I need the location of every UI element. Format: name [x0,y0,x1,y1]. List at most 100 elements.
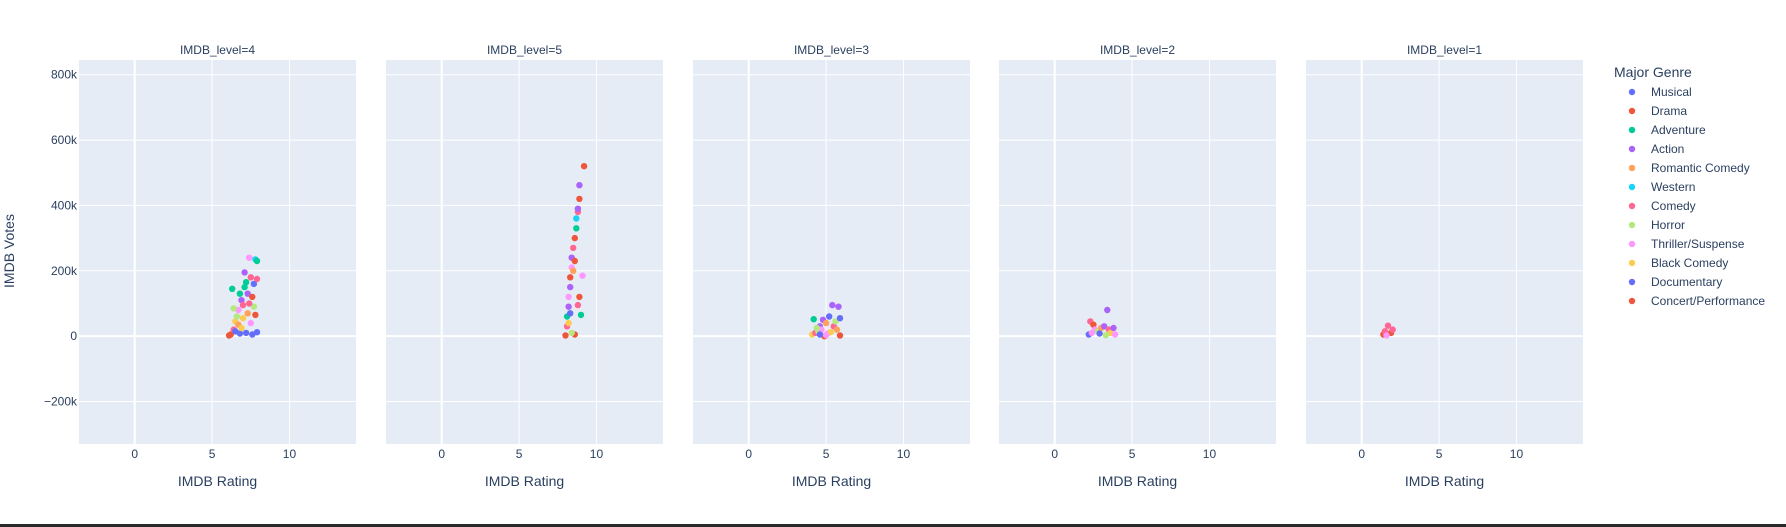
data-point[interactable] [567,274,574,281]
data-point[interactable] [247,274,254,281]
data-point[interactable] [246,300,253,307]
legend-item[interactable]: Documentary [1628,275,1723,289]
data-point[interactable] [832,318,839,325]
data-point[interactable] [571,234,578,242]
data-point[interactable] [836,315,844,322]
data-point[interactable] [247,319,254,327]
data-point[interactable] [565,303,572,310]
facet-panel: IMDB_level=5 0 5 10 IMDB Rating [386,43,663,489]
data-point[interactable] [570,267,577,274]
legend-item[interactable]: Concert/Performance [1628,294,1766,308]
data-point[interactable] [576,195,583,203]
facet-panel: IMDB_level=2 0 5 10 IMDB Rating [999,43,1276,489]
data-point[interactable] [562,332,569,339]
legend-item[interactable]: Black Comedy [1628,256,1729,270]
data-point[interactable] [1090,321,1097,328]
data-point[interactable] [253,329,261,336]
data-point[interactable] [253,275,261,283]
data-point[interactable] [570,244,577,252]
data-point[interactable] [833,326,841,333]
legend-item[interactable]: Thriller/Suspense [1628,237,1745,251]
legend-item[interactable]: Comedy [1628,199,1696,213]
data-point[interactable] [244,310,251,317]
data-point[interactable] [829,301,836,309]
data-point[interactable] [1102,332,1110,339]
data-point[interactable] [225,332,233,339]
data-point[interactable] [1384,322,1392,329]
legend-label: Horror [1651,218,1685,232]
data-point[interactable] [233,313,240,320]
data-point[interactable] [236,290,244,297]
y-tick-label: −200k [44,395,78,409]
data-point[interactable] [229,285,236,292]
data-point[interactable] [567,283,574,291]
x-tick-label: 5 [209,447,216,461]
data-point[interactable] [239,301,247,309]
data-point[interactable] [239,315,247,322]
data-point[interactable] [571,257,578,265]
data-point[interactable] [810,316,817,323]
data-point[interactable] [241,269,248,276]
legend-label: Thriller/Suspense [1651,237,1745,251]
data-point[interactable] [252,311,259,319]
facet-panels: IMDB_level=4 0 5 10 IMDB Rating −200k 0 200k 400… [44,43,1583,489]
data-point[interactable] [565,293,572,301]
data-point[interactable] [250,303,258,310]
data-point[interactable] [576,182,583,189]
data-point[interactable] [1389,326,1396,333]
data-point[interactable] [835,303,842,310]
data-point[interactable] [1101,323,1108,330]
legend[interactable]: Major Genre Musical Drama Adventure Action Ro… [1614,64,1765,308]
data-point[interactable] [579,272,586,279]
data-point[interactable] [567,310,574,317]
data-point[interactable] [813,324,820,332]
legend-label: Action [1651,142,1684,156]
data-point[interactable] [573,225,580,232]
data-point[interactable] [241,283,248,291]
data-point[interactable] [1096,330,1103,337]
data-point[interactable] [246,254,253,261]
legend-item[interactable]: Musical [1628,85,1692,99]
data-point[interactable] [576,293,583,301]
data-point[interactable] [242,329,250,337]
data-point[interactable] [253,257,261,265]
data-point[interactable] [250,280,258,288]
legend-item[interactable]: Action [1628,142,1685,156]
data-point[interactable] [236,330,244,337]
legend-item[interactable]: Romantic Comedy [1628,161,1750,175]
data-point[interactable] [574,205,582,212]
data-point[interactable] [230,305,237,312]
data-point[interactable] [1104,306,1111,314]
data-point[interactable] [822,319,830,327]
plot-background [1306,60,1583,444]
x-tick-label: 10 [1203,447,1217,461]
data-point[interactable] [827,329,834,336]
data-point[interactable] [822,332,830,339]
data-point[interactable] [573,215,580,222]
window-bottom-edge [0,524,1786,527]
data-point[interactable] [1383,332,1390,339]
data-point[interactable] [238,297,245,304]
data-point[interactable] [242,279,250,286]
legend-item[interactable]: Adventure [1628,123,1706,137]
legend-item[interactable]: Drama [1628,104,1688,118]
data-point[interactable] [836,332,844,339]
data-point[interactable] [238,324,245,332]
legend-item[interactable]: Horror [1628,218,1685,232]
data-point[interactable] [249,293,256,301]
data-point[interactable] [574,301,582,309]
legend-item[interactable]: Western [1628,180,1696,194]
y-tick-label: 400k [51,198,78,212]
data-point[interactable] [580,163,588,170]
data-point[interactable] [816,331,824,338]
data-point[interactable] [1111,331,1119,338]
data-point[interactable] [565,319,572,327]
data-point[interactable] [826,313,833,320]
data-point[interactable] [568,329,575,337]
data-point[interactable] [244,290,251,297]
facet-title: IMDB_level=4 [180,43,255,57]
data-point[interactable] [1088,329,1096,337]
data-point[interactable] [577,311,585,319]
data-point[interactable] [1110,324,1117,332]
legend-marker [1628,278,1636,286]
